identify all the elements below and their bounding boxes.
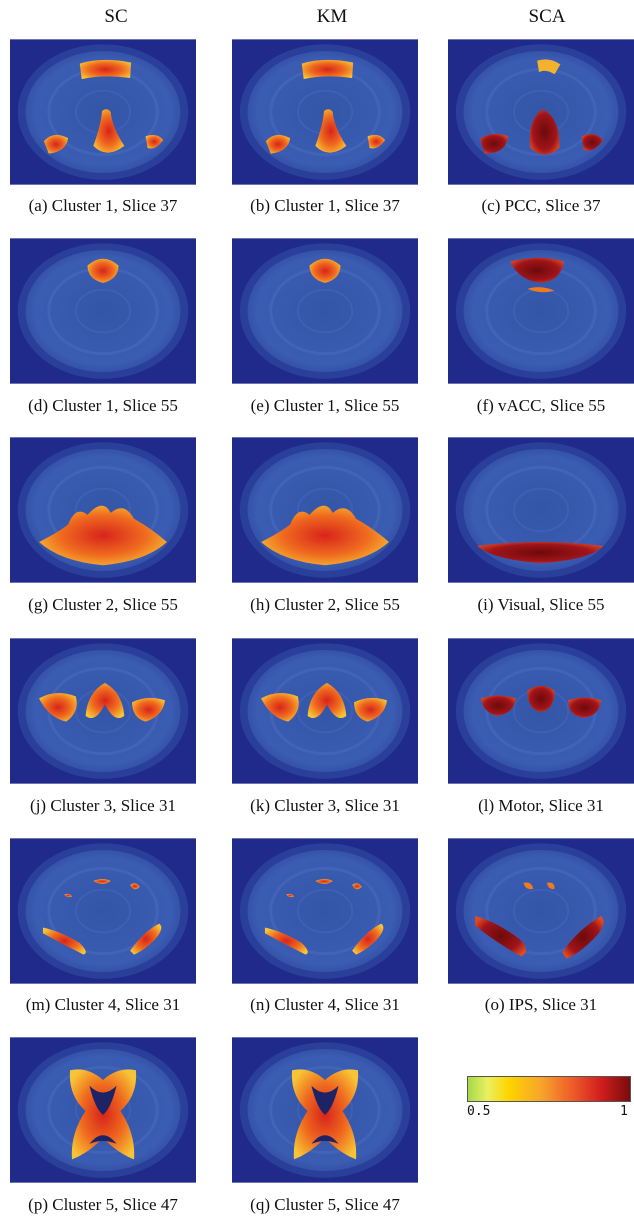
brain-slice-image: [3, 836, 203, 986]
panel-caption: (l) Motor, Slice 31: [478, 796, 604, 815]
brain-slice-image: [3, 37, 203, 187]
colorbar-min-label: 0.5: [467, 1104, 491, 1119]
brain-slice-image: [225, 37, 425, 187]
fmri-slice: [10, 39, 196, 185]
brain-slice-image: [3, 435, 203, 585]
brain-slice-image: [441, 236, 634, 386]
brain-slice-image: [225, 1035, 425, 1185]
panel-caption: (e) Cluster 1, Slice 55: [250, 396, 400, 415]
brain-slice-image: [3, 1035, 203, 1185]
brain-slice-image: [225, 435, 425, 585]
fmri-slice: [10, 838, 196, 984]
fmri-slice: [232, 238, 418, 384]
brain-slice-image: [441, 636, 634, 786]
fmri-slice: [448, 437, 634, 583]
panel-caption: (b) Cluster 1, Slice 37: [250, 196, 400, 215]
fmri-slice: [448, 39, 634, 185]
panel-caption: (h) Cluster 2, Slice 55: [250, 595, 400, 614]
panel-caption: (q) Cluster 5, Slice 47: [250, 1195, 400, 1214]
fmri-slice: [232, 1037, 418, 1183]
fmri-slice: [10, 1037, 196, 1183]
panel-caption: (p) Cluster 5, Slice 47: [28, 1195, 178, 1214]
brain-slice-image: [441, 836, 634, 986]
panel-caption: (o) IPS, Slice 31: [484, 995, 598, 1014]
column-header-sca: SCA: [528, 6, 566, 27]
fmri-slice: [10, 638, 196, 784]
panel-caption: (g) Cluster 2, Slice 55: [28, 595, 178, 614]
brain-slice-image: [3, 636, 203, 786]
brain-slice-image: [3, 236, 203, 386]
column-header-sc: SC: [104, 6, 128, 27]
brain-slice-image: [441, 435, 634, 585]
panel-caption: (m) Cluster 4, Slice 31: [25, 995, 181, 1014]
fmri-slice: [232, 39, 418, 185]
colorbar-max-label: 1: [620, 1104, 628, 1119]
column-header-km: KM: [316, 6, 348, 27]
brain-slice-image: [225, 836, 425, 986]
fmri-slice: [232, 437, 418, 583]
brain-slice-image: [441, 37, 634, 187]
brain-slice-image: [225, 236, 425, 386]
fmri-slice: [448, 638, 634, 784]
panel-caption: (i) Visual, Slice 55: [477, 595, 605, 614]
fmri-slice: [448, 838, 634, 984]
fmri-slice: [448, 238, 634, 384]
brain-slice-image: [225, 636, 425, 786]
fmri-slice: [232, 638, 418, 784]
panel-caption: (c) PCC, Slice 37: [481, 196, 601, 215]
panel-caption: (f) vACC, Slice 55: [476, 396, 606, 415]
panel-caption: (n) Cluster 4, Slice 31: [250, 995, 400, 1014]
fmri-slice: [232, 838, 418, 984]
panel-caption: (d) Cluster 1, Slice 55: [28, 396, 178, 415]
panel-caption: (j) Cluster 3, Slice 31: [30, 796, 176, 815]
fmri-slice: [10, 437, 196, 583]
fmri-slice: [10, 238, 196, 384]
colorbar: [467, 1076, 631, 1102]
panel-caption: (k) Cluster 3, Slice 31: [250, 796, 400, 815]
panel-caption: (a) Cluster 1, Slice 37: [28, 196, 178, 215]
